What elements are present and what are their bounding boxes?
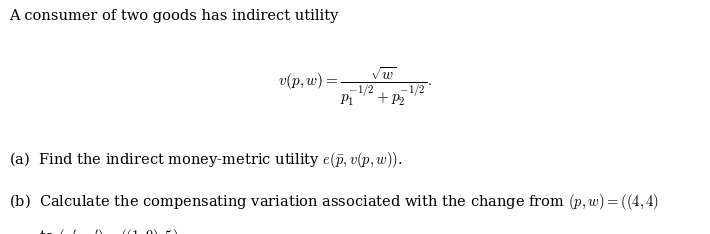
Text: A consumer of two goods has indirect utility: A consumer of two goods has indirect uti… — [9, 9, 339, 23]
Text: (a)  Find the indirect money-metric utility $e(\bar{p}, v(p, w))$.: (a) Find the indirect money-metric utili… — [9, 150, 403, 170]
Text: (b)  Calculate the compensating variation associated with the change from $(p, w: (b) Calculate the compensating variation… — [9, 192, 660, 212]
Text: $v(p, w) = \dfrac{\sqrt{w}}{p_1^{-1/2} + p_2^{-1/2}}.$: $v(p, w) = \dfrac{\sqrt{w}}{p_1^{-1/2} +… — [278, 65, 432, 108]
Text: to $(p', w') = ((1, 9), 5)$.: to $(p', w') = ((1, 9), 5)$. — [39, 227, 183, 234]
